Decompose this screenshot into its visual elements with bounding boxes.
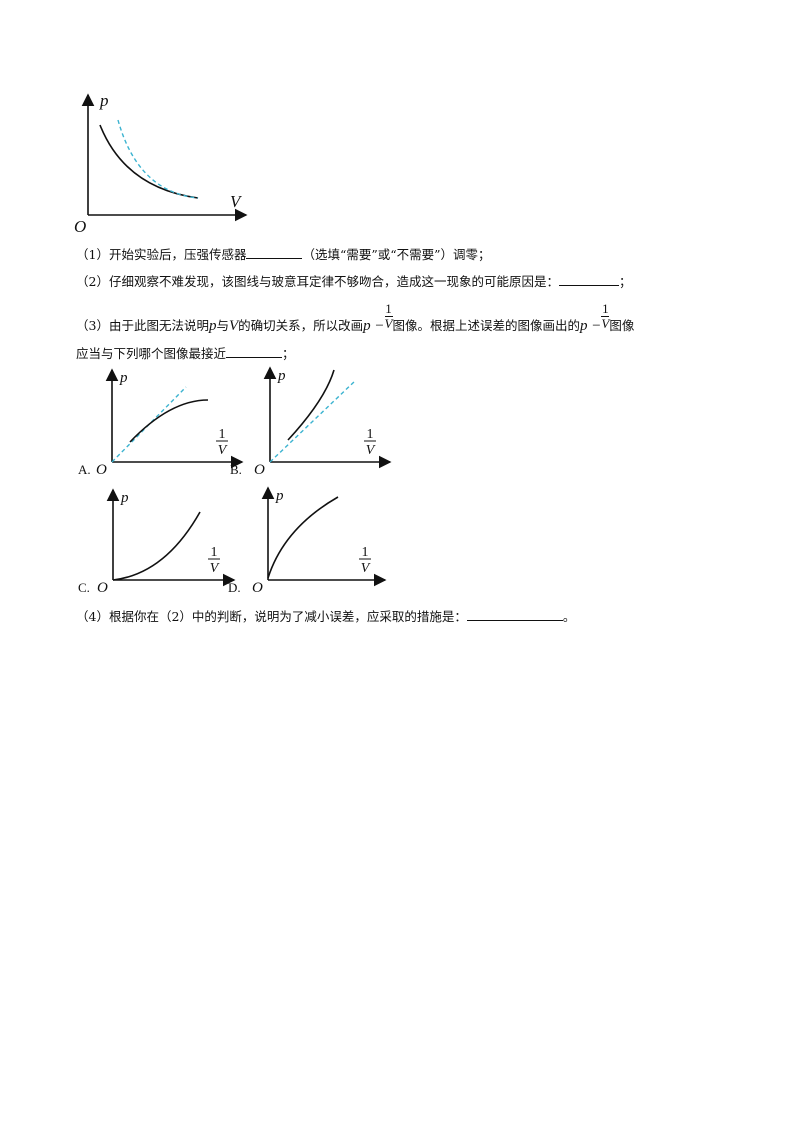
option-label: B. [230,462,242,477]
text: 图像 [609,318,635,333]
text: ； [282,346,295,361]
origin-label: O [254,462,265,478]
origin-label: O [96,462,107,478]
origin-label: O [74,217,86,236]
blank [466,608,563,621]
number: （3） [76,318,109,333]
text: 应当与下列哪个图像最接近 [76,346,227,361]
numerator: 1 [385,301,392,316]
axis-label: V [230,192,243,211]
dashed-curve [117,119,199,199]
text: 图像。根据上述误差的图像画出的 [392,318,581,333]
text: 根据你在（2）中的判断，说明为了减小误差，应采取的措施是： [108,609,467,624]
dashed-line [269,379,357,463]
text: 。 [562,609,576,624]
denominator: V [384,316,393,331]
origin-label: O [252,580,263,596]
variable: p [208,318,217,334]
fraction-numerator: 1 [211,545,218,560]
option-label: C. [78,580,90,595]
option-label: D. [228,580,241,595]
text: （选填“需要”或“不需要”）调零； [302,247,491,262]
axis-label: p [119,370,128,386]
origin-label: O [97,580,108,596]
axis-label: p [120,490,129,506]
denominator: V [601,316,610,331]
axis-label: p [277,368,286,384]
fraction-denominator: V [361,561,371,576]
text: ； [618,274,632,289]
number: （1） [76,247,109,262]
text: 的确切关系，所以改画 [238,318,364,333]
curve [267,496,339,579]
text: 仔细观察不难发现，该图线与玻意耳定律不够吻合，造成这一现象的可能原因是： [108,274,559,289]
expression: p − [363,318,385,334]
question: （3）由于此图无法说明p与V的确切关系，所以改画p −1 V 图像。根据上述误差的图… [76,302,635,341]
blank [246,246,303,259]
expression: p − [580,318,602,334]
question: （2）仔细观察不难发现，该图线与玻意耳定律不够吻合，造成这一现象的可能原因是： ； [76,271,631,290]
text: 开始实验后，压强传感器 [108,247,247,262]
fraction-denominator: V [218,443,228,458]
axis-label: p [275,488,284,504]
variable: V [228,318,239,334]
curve [112,511,201,581]
text: 与 [216,318,229,333]
option-label: A. [78,462,91,477]
text: 由于此图无法说明 [108,318,209,333]
fraction-numerator: 1 [362,545,369,560]
blank [558,273,619,286]
fraction-denominator: V [366,443,376,458]
curve [287,369,335,441]
question: （1）开始实验后，压强传感器 （选填“需要”或“不需要”）调零； [76,244,491,263]
curve [99,124,199,199]
fraction-numerator: 1 [219,427,226,442]
numerator: 1 [602,301,609,316]
axis-label: p [99,91,109,110]
number: （2） [76,274,109,289]
fraction-denominator: V [210,561,220,576]
question-line: 应当与下列哪个图像最接近 ； [76,343,295,362]
blank [226,345,283,358]
curve [129,399,209,443]
main-figure: p V O [74,91,248,236]
question: （4）根据你在（2）中的判断，说明为了减小误差，应采取的措施是： 。 [76,606,575,625]
fraction-numerator: 1 [367,427,374,442]
number: （4） [76,609,109,624]
